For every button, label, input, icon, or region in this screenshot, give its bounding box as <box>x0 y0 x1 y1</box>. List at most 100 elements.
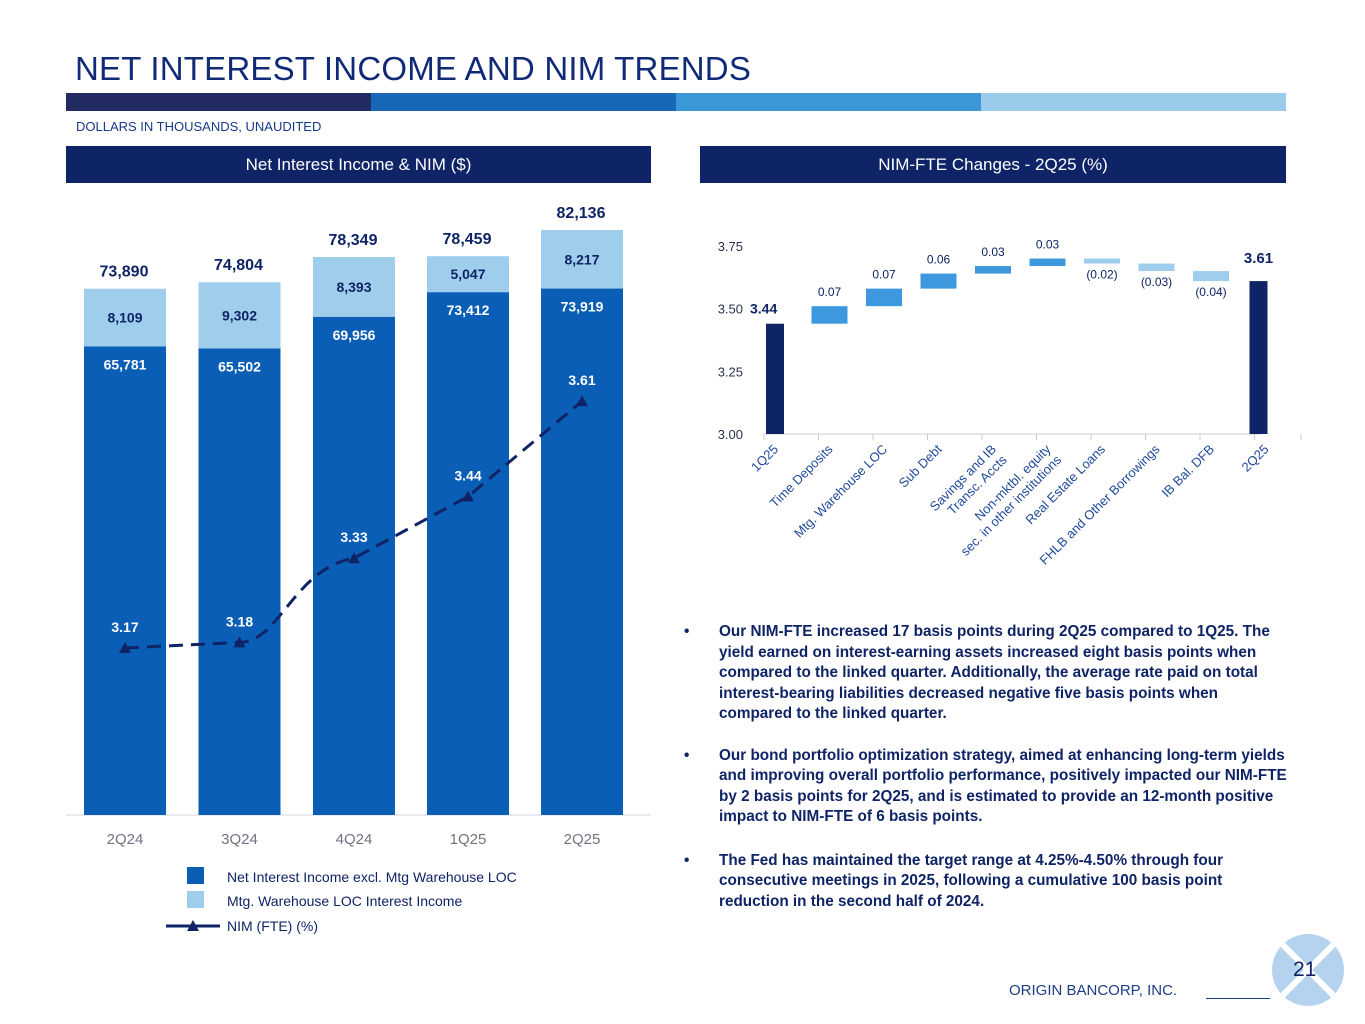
bullet-text: Our NIM-FTE increased 17 basis points du… <box>719 623 1270 722</box>
nim-value-label: 3.33 <box>340 529 367 545</box>
legend-swatch-nii <box>187 867 204 884</box>
waterfall-increase-bar <box>975 266 1011 274</box>
waterfall-increase-bar <box>866 288 902 307</box>
bar-value-label: 9,302 <box>222 307 257 323</box>
legend-swatch-warehouse <box>187 891 204 908</box>
waterfall-value-label: 0.06 <box>927 253 951 267</box>
x-category-label-line: 2Q25 <box>1239 442 1272 475</box>
x-category-label-line: Sub Debt <box>896 441 945 490</box>
x-category-label: IB Bal. DFB <box>1158 442 1217 501</box>
nim-value-label: 3.17 <box>111 619 138 635</box>
header-stripe-4 <box>981 93 1286 111</box>
nim-marker <box>576 395 588 407</box>
bar-value-label: 73,412 <box>447 302 490 318</box>
bar-warehouse-interest <box>427 256 509 293</box>
header-stripe-3 <box>676 93 981 111</box>
total-label: 78,459 <box>443 231 492 248</box>
bar-value-label: 69,956 <box>333 327 376 343</box>
y-tick-label: 3.00 <box>718 427 743 442</box>
nim-marker <box>233 636 246 648</box>
nim-marker <box>348 552 360 564</box>
x-tick-label: 2Q25 <box>564 831 601 848</box>
x-category-label: 2Q25 <box>1239 442 1272 475</box>
nim-line <box>124 400 583 650</box>
bar-value-label: 65,502 <box>218 358 261 374</box>
legend-label: NIM (FTE) (%) <box>227 918 318 934</box>
bar-nii-excl-warehouse <box>541 288 623 815</box>
waterfall-value-label: 0.07 <box>818 285 842 299</box>
x-category-label: Mtg. Warehouse LOC <box>791 442 890 541</box>
waterfall-decrease-bar <box>1193 271 1229 282</box>
waterfall-value-label: (0.03) <box>1141 275 1172 289</box>
commentary-bullets: • Our NIM-FTE increased 17 basis points … <box>682 622 1294 912</box>
bar-value-label: 73,919 <box>561 299 604 315</box>
bar-value-label: 8,217 <box>564 251 599 267</box>
legend-marker-nim <box>187 920 199 931</box>
left-panel-header: Net Interest Income & NIM ($) <box>66 146 651 183</box>
nim-value-label: 3.44 <box>454 468 481 484</box>
legend-label: Mtg. Warehouse LOC Interest Income <box>227 893 462 909</box>
bar-warehouse-interest <box>541 230 623 289</box>
legend-label: Net Interest Income excl. Mtg Warehouse … <box>227 869 517 885</box>
bar-nii-excl-warehouse <box>198 348 281 815</box>
x-tick-label: 2Q24 <box>107 831 144 848</box>
page-number: 21 <box>1293 958 1317 981</box>
x-tick-label: 3Q24 <box>221 831 258 848</box>
bar-warehouse-interest <box>84 288 166 347</box>
total-label: 74,804 <box>214 257 263 274</box>
waterfall-value-label: 0.07 <box>872 268 896 282</box>
x-category-label: Sub Debt <box>896 441 945 490</box>
waterfall-value-label: (0.04) <box>1195 285 1226 299</box>
bullet-marker: • <box>684 851 690 869</box>
waterfall-end-bar <box>1249 281 1268 434</box>
page-badge-logo <box>1272 934 1344 1006</box>
bullet-marker: • <box>684 623 690 640</box>
bullet-item: • Our NIM-FTE increased 17 basis points … <box>682 622 1294 725</box>
footer-rule <box>1206 998 1270 999</box>
bar-value-label: 65,781 <box>104 356 147 372</box>
waterfall-value-label: 0.03 <box>981 245 1005 259</box>
bar-nii-excl-warehouse <box>427 292 509 815</box>
bar-warehouse-interest <box>313 256 395 317</box>
bullet-item: • The Fed has maintained the target rang… <box>682 851 1294 913</box>
header-stripe-2 <box>371 93 676 111</box>
waterfall-increase-bar <box>1029 258 1066 267</box>
x-category-label-line: Mtg. Warehouse LOC <box>791 442 890 541</box>
bar-nii-excl-warehouse <box>313 316 395 815</box>
bullet-marker: • <box>684 746 690 764</box>
bar-value-label: 8,109 <box>107 310 142 326</box>
bullet-text: Our bond portfolio optimization strategy… <box>719 746 1287 826</box>
x-category-label-line: IB Bal. DFB <box>1158 442 1217 501</box>
y-tick-label: 3.75 <box>718 239 743 254</box>
nim-value-label: 3.18 <box>226 613 253 629</box>
waterfall-increase-bar <box>811 306 848 324</box>
bar-warehouse-interest <box>198 282 281 349</box>
waterfall-value-label: 3.44 <box>750 301 777 317</box>
page-subtitle: DOLLARS IN THOUSANDS, UNAUDITED <box>76 119 322 134</box>
page-title: NET INTEREST INCOME AND NIM TRENDS <box>75 50 752 87</box>
right-panel-header: NIM-FTE Changes - 2Q25 (%) <box>700 146 1286 183</box>
y-tick-label: 3.25 <box>718 364 743 379</box>
waterfall-value-label: 0.03 <box>1036 238 1060 252</box>
total-label: 78,349 <box>329 232 378 249</box>
header-stripe-1 <box>66 93 371 111</box>
waterfall-value-label: 3.61 <box>1244 250 1273 267</box>
nim-marker <box>119 642 131 653</box>
waterfall-decrease-bar <box>1084 258 1120 264</box>
bullet-text: The Fed has maintained the target range … <box>719 851 1224 910</box>
waterfall-increase-bar <box>920 273 957 289</box>
x-tick-label: 4Q24 <box>336 831 373 848</box>
x-category-label: 1Q25 <box>748 442 781 475</box>
waterfall-value-label: (0.02) <box>1086 268 1117 282</box>
bar-value-label: 8,393 <box>336 279 371 295</box>
x-tick-label: 1Q25 <box>450 831 487 848</box>
waterfall-start-bar <box>766 323 784 434</box>
nim-marker <box>462 490 474 502</box>
x-category-label-line: 1Q25 <box>748 442 781 475</box>
bar-value-label: 5,047 <box>450 266 485 282</box>
total-label: 82,136 <box>557 205 606 222</box>
waterfall-decrease-bar <box>1138 263 1175 272</box>
bar-nii-excl-warehouse <box>84 346 166 815</box>
y-tick-label: 3.50 <box>718 302 743 317</box>
